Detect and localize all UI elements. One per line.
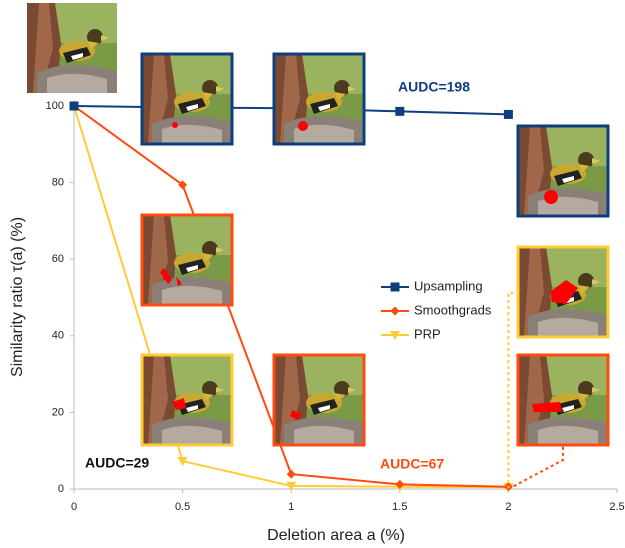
marker — [395, 106, 405, 116]
x-tick-label: 1.5 — [392, 501, 407, 513]
marker — [178, 180, 188, 190]
thumbnails — [27, 3, 610, 447]
marker — [390, 331, 400, 340]
marker — [503, 109, 513, 119]
x-axis-label: Deletion area a (%) — [267, 527, 405, 544]
annotation: AUDC=67 — [380, 456, 444, 472]
y-tick-label: 20 — [52, 406, 64, 418]
overlay: AUDC=198 AUDC=67 AUDC=29 Upsampling Smoothgr… — [85, 79, 564, 490]
y-tick-label: 100 — [46, 100, 64, 112]
y-axis-label: Similarity ratio τ(a) (%) — [9, 217, 26, 377]
connector — [507, 292, 517, 489]
y-tick-label: 80 — [52, 177, 64, 189]
thumbnail — [516, 245, 610, 339]
thumbnail — [272, 52, 366, 146]
thumbnail — [272, 353, 366, 447]
annotation: AUDC=29 — [85, 455, 149, 471]
marker — [395, 479, 405, 489]
legend-label: PRP — [414, 326, 441, 341]
thumbnail — [140, 52, 234, 146]
annotation: AUDC=198 — [398, 79, 470, 95]
marker — [286, 481, 297, 491]
thumbnail — [516, 124, 610, 218]
thumbnail — [140, 213, 234, 307]
y-tick-label: 40 — [52, 330, 64, 342]
connector — [507, 446, 564, 490]
marker — [69, 101, 79, 111]
x-tick-label: 0 — [71, 501, 77, 513]
legend-label: Smoothgrads — [414, 302, 492, 317]
marker — [286, 469, 296, 479]
x-tick-label: 2 — [505, 501, 511, 513]
x-tick-label: 2.5 — [609, 501, 624, 513]
thumbnail — [140, 353, 234, 447]
x-tick-label: 0.5 — [175, 501, 190, 513]
legend-label: Upsampling — [414, 278, 483, 293]
y-tick-label: 0 — [58, 483, 64, 495]
marker — [177, 457, 188, 467]
marker — [390, 282, 400, 292]
thumbnail — [27, 3, 117, 93]
marker — [390, 306, 400, 316]
x-tick-label: 1 — [288, 501, 294, 513]
thumbnail — [516, 353, 610, 447]
y-tick-label: 60 — [52, 253, 64, 265]
